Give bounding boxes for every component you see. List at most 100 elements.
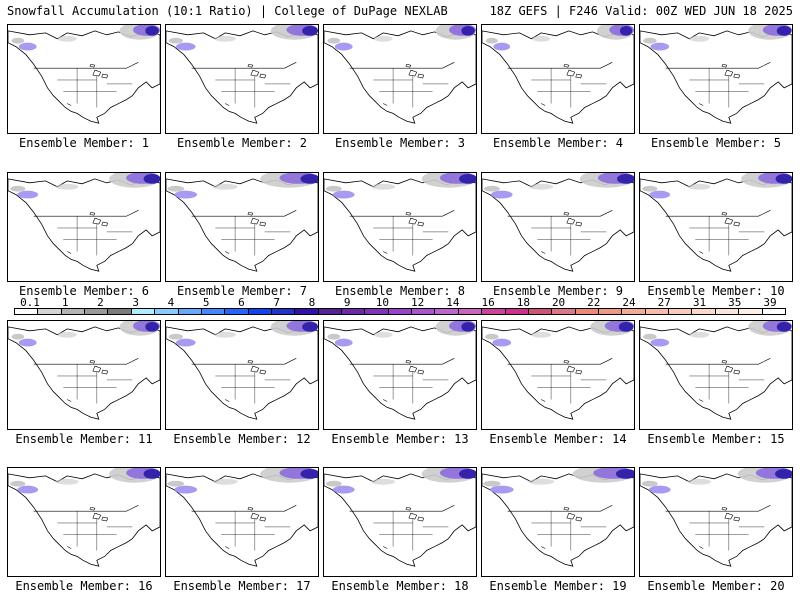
- member-map-1: [7, 24, 161, 134]
- colorbar-swatch: [295, 309, 319, 314]
- colorbar-tick-label: 3: [132, 296, 140, 309]
- colorbar-swatch: [15, 309, 39, 314]
- snowfall-shading: [325, 173, 476, 199]
- snowfall-shading: [483, 173, 634, 199]
- colorbar-tick-label: 9: [343, 296, 351, 309]
- snowfall-shading: [327, 25, 476, 51]
- member-map-11: [7, 320, 161, 430]
- snowfall-shading: [11, 321, 160, 347]
- colorbar-tick-label: 27: [657, 296, 671, 309]
- colorbar-tick-label: 31: [692, 296, 707, 309]
- member-map-17: [165, 467, 319, 577]
- member-label: Ensemble Member: 4: [492, 136, 624, 150]
- colorbar-swatch: [482, 309, 506, 314]
- member-label: Ensemble Member: 12: [173, 432, 311, 446]
- member-map-5: [639, 24, 793, 134]
- member-label: Ensemble Member: 14: [489, 432, 627, 446]
- snowfall-shading: [327, 321, 476, 347]
- colorbar-swatch: [61, 309, 86, 314]
- colorbar-swatch: [552, 309, 576, 314]
- member-map-12: [165, 320, 319, 430]
- member-label: Ensemble Member: 13: [331, 432, 469, 446]
- chart-title: Snowfall Accumulation (10:1 Ratio) | Col…: [7, 4, 448, 18]
- member-label: Ensemble Member: 19: [489, 579, 627, 593]
- member-map-14: [481, 320, 635, 430]
- member-map-15: [639, 320, 793, 430]
- snowfall-shading: [642, 173, 792, 199]
- member-label: Ensemble Member: 2: [176, 136, 308, 150]
- member-label: Ensemble Member: 16: [15, 579, 153, 593]
- member-label: Ensemble Member: 10: [647, 284, 785, 298]
- member-label: Ensemble Member: 1: [18, 136, 150, 150]
- colorbar-swatch: [528, 309, 553, 314]
- colorbar-swatch: [155, 309, 179, 314]
- member-label: Ensemble Member: 20: [647, 579, 785, 593]
- colorbar-tick-label: 22: [587, 296, 601, 309]
- member-map-6: [7, 172, 161, 282]
- member-map-9: [481, 172, 635, 282]
- colorbar-swatch: [248, 309, 272, 314]
- colorbar-tick-label: 16: [481, 296, 495, 309]
- colorbar-tick-label: 5: [202, 296, 210, 309]
- colorbar-swatch: [318, 309, 343, 314]
- colorbar-tick-label: 7: [273, 296, 280, 309]
- colorbar-tick-label: 39: [763, 296, 777, 309]
- colorbar-swatch: [108, 309, 132, 314]
- member-map-19: [481, 467, 635, 577]
- valid-time: 18Z GEFS | F246 Valid: 00Z WED JUN 18 20…: [489, 4, 793, 18]
- colorbar: [14, 308, 786, 315]
- colorbar-tick-label: 8: [308, 296, 316, 309]
- colorbar-swatch: [131, 309, 156, 314]
- colorbar-swatch: [692, 309, 716, 314]
- snowfall-shading: [485, 25, 634, 51]
- colorbar-swatch: [85, 309, 109, 314]
- snowfall-shading: [167, 468, 318, 494]
- member-label: Ensemble Member: 7: [176, 284, 308, 298]
- colorbar-tick-label: 20: [551, 296, 566, 309]
- colorbar-swatch: [271, 309, 296, 314]
- member-label: Ensemble Member: 18: [331, 579, 469, 593]
- snowfall-shading: [643, 25, 792, 51]
- member-label: Ensemble Member: 11: [15, 432, 153, 446]
- colorbar-tick-label: 1: [61, 296, 69, 309]
- colorbar-tick-label: 4: [167, 296, 175, 309]
- snowfall-shading: [643, 321, 792, 347]
- colorbar-swatch: [388, 309, 413, 314]
- colorbar-tick-label: 24: [622, 296, 636, 309]
- member-label: Ensemble Member: 6: [18, 284, 150, 298]
- colorbar-swatch: [342, 309, 366, 314]
- colorbar-tick-label: 35: [728, 296, 742, 309]
- colorbar-tick-label: 12: [410, 296, 425, 309]
- colorbar-swatch: [739, 309, 763, 314]
- colorbar-swatch: [225, 309, 249, 314]
- member-label: Ensemble Member: 3: [334, 136, 466, 150]
- colorbar-swatch: [412, 309, 436, 314]
- member-map-2: [165, 24, 319, 134]
- member-map-18: [323, 467, 477, 577]
- colorbar-tick-label: 18: [516, 296, 530, 309]
- colorbar-tick-label: 10: [375, 296, 389, 309]
- snowfall-shading: [641, 468, 792, 494]
- snowfall-shading: [325, 468, 476, 494]
- snowfall-shading: [168, 321, 318, 347]
- colorbar-swatch: [762, 309, 785, 314]
- colorbar-tick-label: 2: [97, 296, 104, 309]
- colorbar-swatch: [715, 309, 740, 314]
- snowfall-shading: [10, 173, 160, 199]
- colorbar-swatch: [435, 309, 459, 314]
- colorbar-swatch: [178, 309, 202, 314]
- member-map-8: [323, 172, 477, 282]
- colorbar-swatch: [645, 309, 670, 314]
- colorbar-swatch: [622, 309, 646, 314]
- colorbar-tick-label: 14: [446, 296, 460, 309]
- snowfall-shading: [11, 25, 160, 51]
- member-label: Ensemble Member: 17: [173, 579, 311, 593]
- member-map-13: [323, 320, 477, 430]
- colorbar-swatch: [505, 309, 529, 314]
- snowfall-shading: [483, 468, 634, 494]
- colorbar-swatch: [669, 309, 693, 314]
- member-map-10: [639, 172, 793, 282]
- colorbar-swatch: [201, 309, 226, 314]
- snowfall-shading: [10, 468, 160, 494]
- member-map-16: [7, 467, 161, 577]
